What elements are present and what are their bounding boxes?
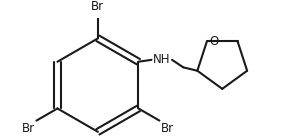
- Text: Br: Br: [161, 122, 173, 135]
- Text: O: O: [210, 35, 219, 48]
- Text: NH: NH: [153, 53, 171, 66]
- Text: Br: Br: [91, 0, 104, 13]
- Text: Br: Br: [22, 122, 36, 135]
